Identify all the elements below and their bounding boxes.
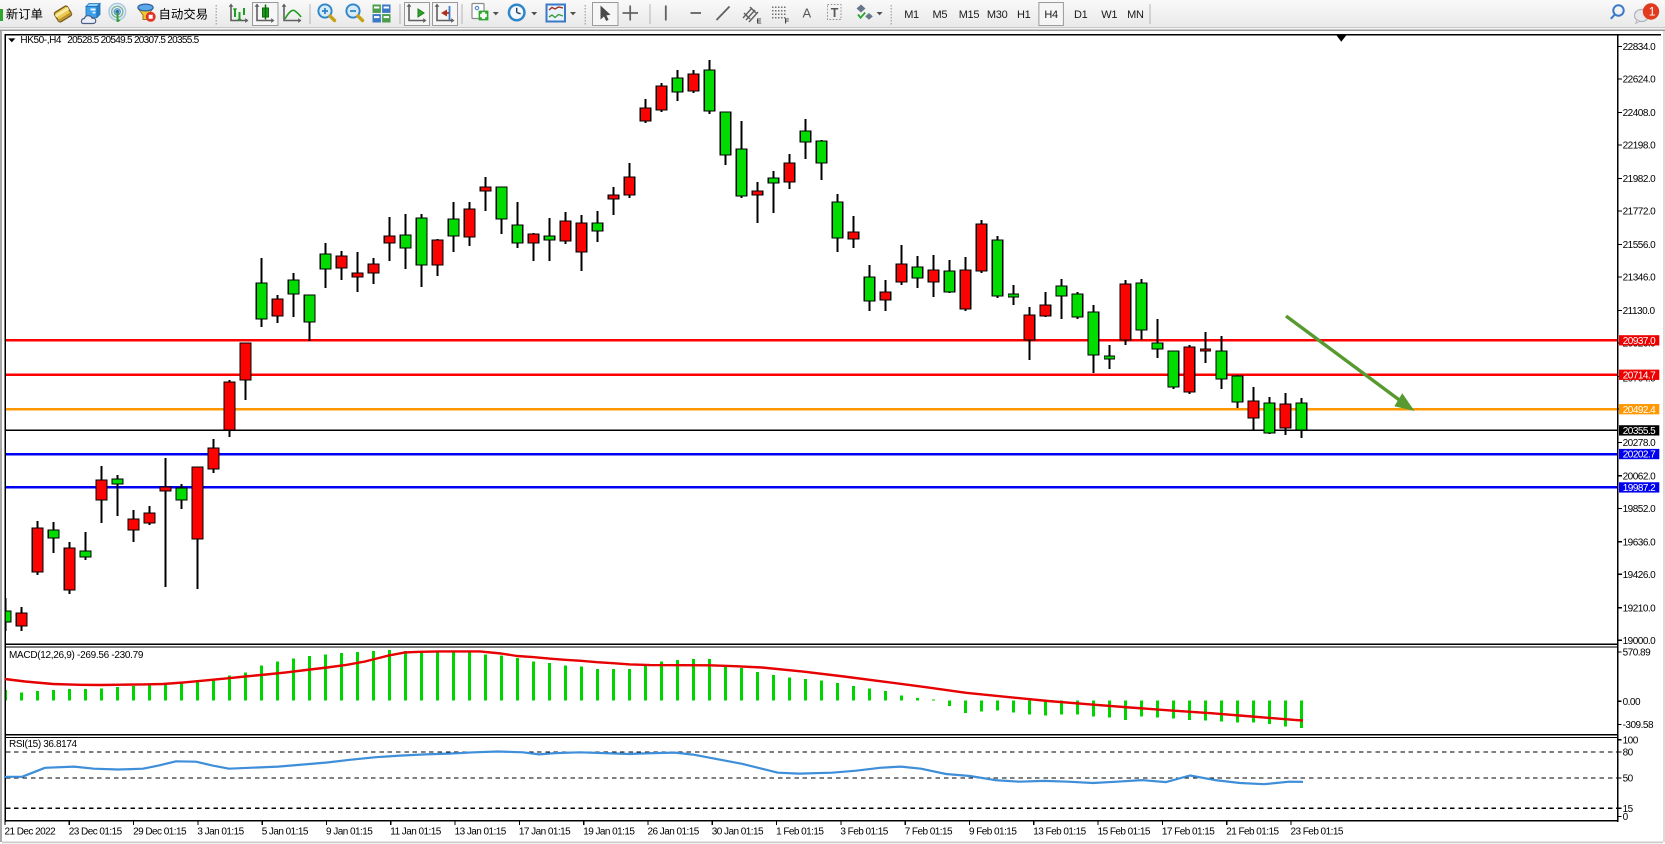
svg-text:29 Dec 01:15: 29 Dec 01:15 <box>133 827 187 838</box>
svg-text:M15: M15 <box>959 9 980 21</box>
svg-text:3 Feb 01:15: 3 Feb 01:15 <box>840 827 888 838</box>
svg-text:20492.4: 20492.4 <box>1623 405 1656 416</box>
svg-text:7 Feb 01:15: 7 Feb 01:15 <box>905 827 953 838</box>
svg-text:MN: MN <box>1127 9 1144 21</box>
svg-text:19426.0: 19426.0 <box>1623 570 1657 581</box>
svg-text:15: 15 <box>1623 804 1634 815</box>
svg-text:MACD(12,26,9) -269.56 -230.79: MACD(12,26,9) -269.56 -230.79 <box>9 650 144 661</box>
svg-text:9 Jan 01:15: 9 Jan 01:15 <box>326 827 373 838</box>
svg-text:30 Jan 01:15: 30 Jan 01:15 <box>712 827 764 838</box>
svg-text:W1: W1 <box>1101 9 1117 21</box>
svg-text:5 Jan 01:15: 5 Jan 01:15 <box>262 827 309 838</box>
svg-text:50: 50 <box>1623 774 1634 785</box>
svg-text:H4: H4 <box>1044 9 1058 21</box>
svg-text:H1: H1 <box>1017 9 1031 21</box>
svg-text:T: T <box>831 6 839 20</box>
svg-text:9 Feb 01:15: 9 Feb 01:15 <box>969 827 1017 838</box>
svg-text:21 Feb 01:15: 21 Feb 01:15 <box>1226 827 1279 838</box>
svg-text:19636.0: 19636.0 <box>1623 537 1657 548</box>
svg-text:22198.0: 22198.0 <box>1623 141 1657 152</box>
svg-text:19000.0: 19000.0 <box>1623 636 1657 647</box>
svg-text:HK50-,H4: HK50-,H4 <box>20 35 62 46</box>
svg-text:20937.0: 20937.0 <box>1623 336 1656 347</box>
svg-text:21556.0: 21556.0 <box>1623 240 1657 251</box>
svg-text:23 Dec 01:15: 23 Dec 01:15 <box>69 827 123 838</box>
svg-text:21772.0: 21772.0 <box>1623 207 1657 218</box>
svg-text:13 Feb 01:15: 13 Feb 01:15 <box>1033 827 1086 838</box>
svg-text:RSI(15) 36.8174: RSI(15) 36.8174 <box>9 739 77 750</box>
svg-text:22834.0: 22834.0 <box>1623 42 1657 53</box>
svg-text:21346.0: 21346.0 <box>1623 273 1657 284</box>
svg-text:3 Jan 01:15: 3 Jan 01:15 <box>197 827 244 838</box>
svg-text:19210.0: 19210.0 <box>1623 603 1657 614</box>
svg-text:M5: M5 <box>933 9 948 21</box>
svg-text:21130.0: 21130.0 <box>1623 306 1656 317</box>
svg-text:21 Dec 2022: 21 Dec 2022 <box>5 827 57 838</box>
svg-text:15 Feb 01:15: 15 Feb 01:15 <box>1098 827 1151 838</box>
svg-text:20714.7: 20714.7 <box>1623 370 1656 381</box>
svg-text:D1: D1 <box>1074 9 1088 21</box>
svg-text:0.00: 0.00 <box>1623 697 1641 708</box>
svg-text:M1: M1 <box>904 9 919 21</box>
svg-text:19 Jan 01:15: 19 Jan 01:15 <box>583 827 635 838</box>
svg-text:22408.0: 22408.0 <box>1623 108 1657 119</box>
svg-text:26 Jan 01:15: 26 Jan 01:15 <box>648 827 700 838</box>
svg-text:17 Jan 01:15: 17 Jan 01:15 <box>519 827 571 838</box>
svg-text:M30: M30 <box>987 9 1008 21</box>
svg-text:0: 0 <box>1623 812 1629 823</box>
svg-text:F: F <box>785 17 790 26</box>
svg-text:100: 100 <box>1623 735 1639 746</box>
svg-text:A: A <box>803 6 812 21</box>
svg-text:1: 1 <box>1649 5 1656 19</box>
svg-text:80: 80 <box>1623 748 1634 759</box>
svg-text:21982.0: 21982.0 <box>1623 174 1657 185</box>
svg-text:19852.0: 19852.0 <box>1623 504 1657 515</box>
svg-text:13 Jan 01:15: 13 Jan 01:15 <box>455 827 507 838</box>
svg-text:11 Jan 01:15: 11 Jan 01:15 <box>390 827 441 838</box>
svg-text:19987.2: 19987.2 <box>1623 483 1656 494</box>
svg-text:20528.5 20549.5 20307.5 20355.: 20528.5 20549.5 20307.5 20355.5 <box>67 35 199 46</box>
svg-text:E: E <box>757 17 762 26</box>
svg-text:23 Feb 01:15: 23 Feb 01:15 <box>1291 827 1344 838</box>
svg-text:20202.7: 20202.7 <box>1623 450 1656 461</box>
svg-text:-309.58: -309.58 <box>1623 720 1654 731</box>
svg-text:22624.0: 22624.0 <box>1623 75 1657 86</box>
svg-text:20278.0: 20278.0 <box>1623 438 1657 449</box>
svg-text:17 Feb 01:15: 17 Feb 01:15 <box>1162 827 1215 838</box>
svg-text:570.89: 570.89 <box>1623 648 1652 659</box>
svg-text:20062.0: 20062.0 <box>1623 471 1657 482</box>
svg-text:1 Feb 01:15: 1 Feb 01:15 <box>776 827 824 838</box>
svg-text:20355.5: 20355.5 <box>1623 426 1656 437</box>
